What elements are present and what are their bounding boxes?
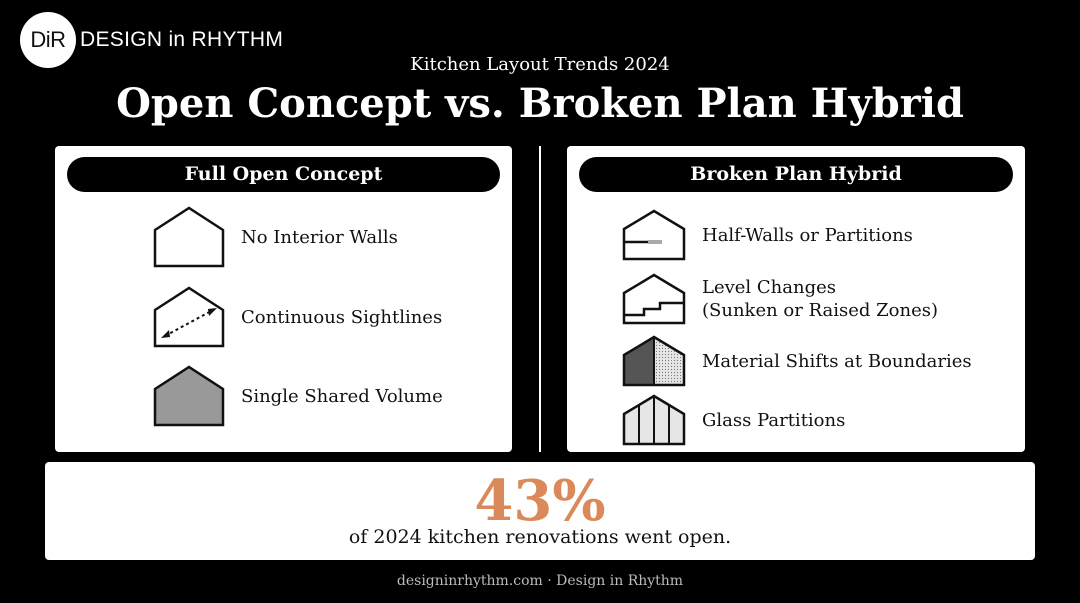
page-subtitle: Kitchen Layout Trends 2024	[410, 54, 670, 75]
list-item: Glass Partitions	[622, 394, 845, 446]
item-label-line1: Level Changes	[702, 277, 837, 298]
panel-heading: Broken Plan Hybrid	[579, 157, 1013, 192]
item-label: No Interior Walls	[241, 226, 398, 248]
house-level-steps-icon	[622, 273, 686, 325]
stat-value: 43%	[474, 468, 606, 534]
full-open-concept-panel: Full Open Concept No Interior Walls Cont…	[55, 146, 512, 452]
item-label: Single Shared Volume	[241, 385, 443, 407]
item-label: Level Changes (Sunken or Raised Zones)	[702, 276, 938, 322]
brand-logo: DiR DESIGN in RHYTHM	[20, 12, 283, 68]
item-label: Half-Walls or Partitions	[702, 224, 913, 246]
house-two-material-icon	[622, 335, 686, 387]
stat-caption: of 2024 kitchen renovations went open.	[348, 526, 732, 548]
house-filled-gray-icon	[153, 365, 225, 427]
item-label-line2: (Sunken or Raised Zones)	[702, 300, 939, 321]
list-item: No Interior Walls	[153, 206, 398, 268]
stat-callout: 43% of 2024 kitchen renovations went ope…	[45, 462, 1035, 560]
page-title: Open Concept vs. Broken Plan Hybrid	[116, 80, 964, 127]
logo-text: DESIGN in RHYTHM	[80, 28, 284, 51]
item-label: Material Shifts at Boundaries	[702, 350, 972, 372]
list-item: Material Shifts at Boundaries	[622, 335, 972, 387]
item-label: Glass Partitions	[702, 409, 846, 431]
house-half-wall-icon	[622, 209, 686, 261]
item-label: Continuous Sightlines	[241, 306, 443, 328]
broken-plan-hybrid-panel: Broken Plan Hybrid Half-Walls or Partiti…	[567, 146, 1025, 452]
logo-mark: DiR	[20, 12, 76, 68]
list-item: Half-Walls or Partitions	[622, 209, 913, 261]
house-glass-partition-icon	[622, 394, 686, 446]
footer-credit: designinrhythm.com · Design in Rhythm	[396, 573, 684, 589]
house-sightline-arrow-icon	[153, 286, 225, 348]
panel-heading: Full Open Concept	[67, 157, 500, 192]
list-item: Continuous Sightlines	[153, 286, 442, 348]
list-item: Single Shared Volume	[153, 365, 443, 427]
panel-divider	[539, 146, 541, 452]
list-item: Level Changes (Sunken or Raised Zones)	[622, 273, 938, 325]
house-outline-icon	[153, 206, 225, 268]
